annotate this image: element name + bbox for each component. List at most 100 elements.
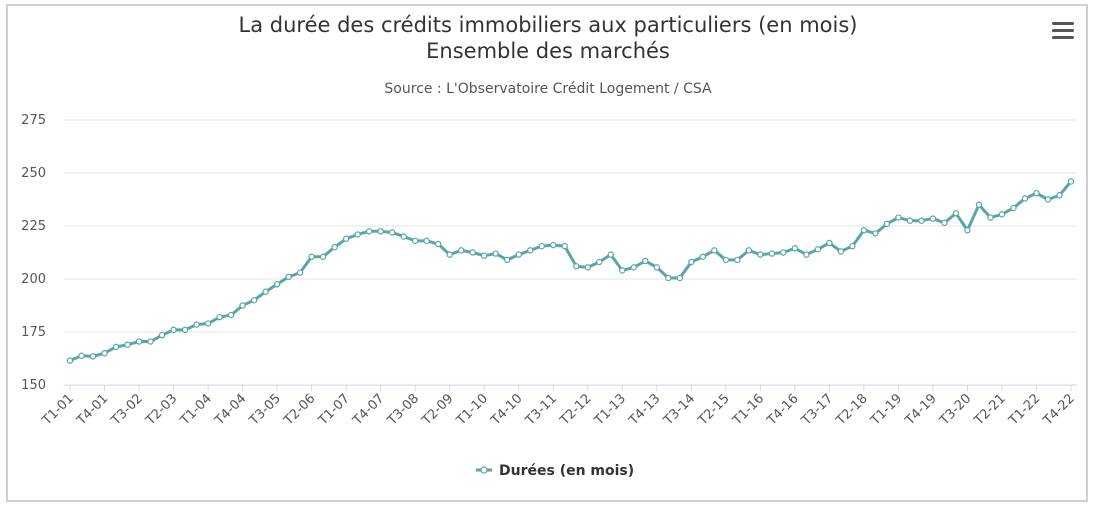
legend-swatch-marker (480, 466, 488, 474)
data-point[interactable] (400, 233, 407, 240)
data-point[interactable] (929, 215, 937, 222)
data-point[interactable] (388, 229, 396, 236)
data-point[interactable] (1056, 192, 1063, 199)
data-point[interactable] (411, 237, 419, 245)
data-point[interactable] (964, 227, 971, 234)
data-point[interactable] (791, 245, 799, 252)
data-point[interactable] (181, 326, 189, 334)
data-point[interactable] (239, 302, 246, 309)
data-point[interactable] (906, 217, 914, 224)
data-point[interactable] (653, 264, 660, 271)
data-point[interactable] (538, 242, 545, 250)
data-point[interactable] (89, 353, 97, 360)
data-point[interactable] (941, 219, 948, 227)
data-point[interactable] (504, 256, 511, 264)
data-point[interactable] (469, 249, 476, 256)
data-point[interactable] (193, 321, 200, 328)
x-tick-label: T3-20 (936, 391, 974, 429)
data-point[interactable] (688, 258, 695, 266)
data-point[interactable] (170, 326, 177, 334)
data-point[interactable] (860, 227, 868, 234)
data-point[interactable] (722, 256, 730, 264)
data-point[interactable] (101, 350, 108, 357)
data-point[interactable] (250, 297, 258, 304)
data-point[interactable] (319, 253, 327, 260)
data-point[interactable] (987, 214, 994, 221)
data-point[interactable] (918, 217, 925, 224)
data-point[interactable] (342, 235, 350, 242)
data-point[interactable] (872, 230, 879, 237)
data-point[interactable] (998, 211, 1006, 218)
data-point[interactable] (699, 253, 707, 260)
x-tick-label: T4-07 (350, 391, 388, 429)
data-point[interactable] (377, 228, 384, 235)
data-point[interactable] (803, 251, 810, 258)
data-point[interactable] (158, 331, 166, 339)
data-point[interactable] (975, 201, 983, 208)
data-point[interactable] (826, 239, 833, 247)
data-point[interactable] (849, 242, 856, 250)
data-point[interactable] (596, 258, 603, 266)
data-point[interactable] (837, 248, 845, 255)
series-group (66, 178, 1075, 364)
data-point[interactable] (883, 220, 891, 228)
data-point[interactable] (124, 341, 131, 348)
data-point[interactable] (204, 320, 212, 327)
data-point[interactable] (573, 263, 580, 270)
data-point[interactable] (262, 288, 269, 295)
data-point[interactable] (676, 274, 684, 282)
data-point[interactable] (757, 251, 764, 258)
data-point[interactable] (619, 267, 626, 274)
data-point[interactable] (527, 247, 534, 254)
data-point[interactable] (711, 247, 718, 254)
data-point[interactable] (1021, 195, 1029, 202)
y-tick-label: 150 (21, 378, 46, 393)
legend-label[interactable]: Durées (en mois) (499, 463, 634, 479)
data-point[interactable] (492, 250, 499, 257)
data-point[interactable] (515, 251, 522, 258)
data-point[interactable] (365, 228, 373, 235)
data-point[interactable] (745, 247, 753, 254)
data-point[interactable] (561, 242, 568, 250)
data-point[interactable] (216, 313, 223, 321)
data-point[interactable] (895, 214, 902, 221)
x-tick-label: T1-10 (453, 391, 491, 429)
data-point[interactable] (952, 210, 960, 217)
data-point[interactable] (457, 247, 465, 254)
data-point[interactable] (423, 237, 430, 245)
data-point[interactable] (135, 338, 143, 345)
data-point[interactable] (285, 273, 292, 281)
x-tick-label: T2-03 (143, 391, 181, 429)
data-point[interactable] (227, 311, 235, 319)
data-point[interactable] (66, 357, 74, 364)
data-point[interactable] (481, 252, 488, 259)
data-point[interactable] (273, 281, 281, 288)
data-point[interactable] (446, 251, 453, 258)
data-point[interactable] (630, 264, 637, 271)
data-point[interactable] (550, 241, 557, 249)
data-point[interactable] (1044, 196, 1052, 203)
data-point[interactable] (296, 269, 304, 276)
data-point[interactable] (1033, 189, 1040, 197)
hamburger-menu-icon[interactable] (1052, 22, 1074, 42)
data-point[interactable] (331, 243, 338, 251)
data-point[interactable] (607, 251, 614, 258)
data-point[interactable] (768, 250, 776, 257)
data-point[interactable] (734, 256, 741, 264)
data-point[interactable] (308, 253, 315, 260)
data-point[interactable] (78, 352, 85, 359)
legend[interactable]: Durées (en mois) (476, 463, 634, 479)
menu-bar (1052, 36, 1074, 39)
data-point[interactable] (112, 343, 120, 351)
data-point[interactable] (354, 231, 361, 238)
data-point[interactable] (814, 246, 822, 253)
data-point[interactable] (584, 264, 591, 271)
data-point[interactable] (780, 249, 787, 256)
data-point[interactable] (1067, 178, 1075, 185)
data-point[interactable] (1010, 204, 1017, 212)
data-point[interactable] (434, 240, 442, 248)
data-point[interactable] (147, 338, 154, 345)
data-point[interactable] (665, 274, 672, 282)
data-point[interactable] (642, 257, 649, 265)
x-tick-label: T3-02 (108, 391, 146, 429)
